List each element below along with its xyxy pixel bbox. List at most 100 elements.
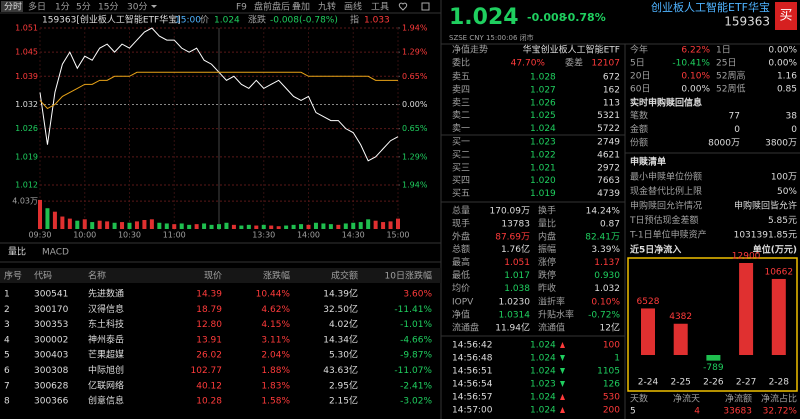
tool-button[interactable]: 叠加 [292, 2, 310, 13]
column-header: 序号 [4, 270, 22, 282]
table-cell[interactable]: 先进数通 [88, 288, 124, 300]
y2-tick-label: 1.94% [402, 24, 428, 33]
return-value: 0.00% [681, 85, 710, 95]
volume-bar [45, 208, 50, 229]
table-cell: -3.02% [400, 397, 432, 407]
table-cell: -2.41% [400, 381, 432, 391]
book-price: 1.028 [530, 73, 556, 83]
table-cell: 3.11% [261, 335, 290, 345]
table-cell: -9.87% [400, 351, 432, 361]
table-cell: 2.15亿 [329, 395, 358, 407]
window-icon[interactable] [421, 2, 430, 11]
table-cell[interactable]: 汉得信息 [88, 303, 124, 315]
book-price: 1.026 [530, 98, 556, 108]
table-cell: 40.12 [196, 381, 222, 391]
table-cell: 8 [4, 397, 10, 407]
realtime-value: 0 [734, 125, 740, 135]
price-change: -0.008 [527, 11, 566, 24]
table-cell: 4.02亿 [329, 318, 358, 330]
period-tab[interactable]: 5分 [76, 2, 91, 13]
book-price: 1.023 [530, 138, 556, 148]
book-price: 1.022 [530, 150, 556, 160]
summary-header: 净流额 [725, 393, 752, 405]
buy-label[interactable]: 买 [779, 9, 792, 24]
volume-bar [291, 224, 296, 229]
stat-label: 总额 [452, 243, 470, 255]
table-cell: 300002 [34, 335, 68, 345]
volume-bar [246, 224, 251, 229]
table-cell[interactable]: 芒果超媒 [88, 349, 124, 361]
volume-bar [299, 224, 304, 229]
summary-header: 天数 [630, 393, 648, 405]
trade-volume: 126 [603, 380, 620, 390]
volume-bar [321, 223, 326, 229]
table-cell[interactable]: 创意信息 [88, 395, 124, 407]
stat-value: 11.94亿 [495, 321, 530, 333]
return-label: 52周高 [716, 70, 745, 82]
stat-label: IOPV [452, 298, 474, 308]
volume-bar [396, 218, 400, 229]
tool-button[interactable]: 工具 [371, 2, 389, 13]
period-tab[interactable]: 1分 [55, 2, 70, 13]
dropdown-icon[interactable] [151, 5, 157, 8]
y2-tick-label: 0.65% [402, 124, 428, 133]
active-tab-bg [1, 1, 23, 12]
tool-button[interactable]: 画线 [344, 1, 362, 13]
period-tab[interactable]: 多日 [28, 1, 46, 13]
book-price: 1.020 [530, 176, 556, 186]
trade-time: 14:56:48 [452, 354, 493, 364]
table-cell: 14.39 [196, 290, 222, 300]
stat-value: 12亿 [600, 321, 620, 333]
list-label: 申购赎回允许情况 [630, 200, 702, 212]
x-tick-label: 10:00 [73, 231, 96, 240]
book-volume: 113 [603, 98, 620, 108]
tool-button[interactable]: F9 [236, 3, 247, 13]
table-cell: 300353 [34, 320, 68, 330]
return-label: 今年 [630, 44, 648, 56]
buy-button[interactable] [775, 2, 797, 30]
table-cell[interactable]: 东土科技 [88, 318, 124, 330]
book-volume: 162 [603, 85, 620, 95]
table-cell: 32.50亿 [323, 303, 358, 315]
return-label: 60日 [630, 84, 650, 95]
trade-arrow [560, 381, 565, 387]
stat-value: 0.10% [591, 298, 620, 308]
return-label: 1日 [716, 45, 731, 56]
book-level: 卖五 [452, 72, 470, 83]
book-volume: 672 [603, 73, 620, 83]
stat-value: 1.0230 [499, 298, 531, 308]
return-label: 25日 [716, 58, 736, 69]
flow-category: 2-25 [670, 378, 690, 388]
table-cell: 3 [4, 320, 10, 330]
y-tick-label: 1.012 [15, 181, 38, 190]
period-tab[interactable]: 30分 [127, 2, 147, 13]
table-cell[interactable]: 亿联网络 [88, 379, 124, 391]
indicator-tab[interactable]: 量比 [8, 246, 26, 258]
table-cell[interactable]: 中际旭创 [88, 364, 124, 376]
summary-header: 净流天 [673, 393, 700, 405]
favorite-icon[interactable] [398, 2, 408, 11]
y-tick-label: 1.039 [15, 72, 38, 81]
volume-bar [231, 224, 236, 229]
table-cell: 1.83% [261, 381, 290, 391]
column-header: 名称 [88, 270, 106, 282]
trade-volume: 1 [614, 354, 620, 364]
volume-bar [38, 199, 42, 229]
stat-value: -0.72% [588, 310, 620, 320]
book-label: 委差 [565, 57, 583, 69]
tool-button[interactable]: 盘前盘后 [254, 1, 290, 13]
period-tab[interactable]: 分时 [4, 1, 22, 13]
last-price: 1.024 [449, 5, 519, 30]
table-cell: 7 [4, 381, 10, 391]
indicator-tab[interactable]: MACD [42, 248, 69, 258]
stat-value: 1.051 [504, 258, 530, 268]
list-label: T-1日单位申赎资产 [629, 229, 707, 241]
flow-bar [641, 308, 655, 355]
table-cell[interactable]: 神州泰岳 [88, 333, 124, 345]
stat-value: 3.39% [591, 245, 620, 255]
period-tab[interactable]: 15分 [98, 2, 118, 13]
fund-name: 创业板人工智能ETF华宝 [651, 0, 770, 14]
volume-bar [328, 224, 333, 229]
stat-label: 现手 [452, 217, 470, 229]
tool-button[interactable]: 九转 [318, 1, 336, 13]
